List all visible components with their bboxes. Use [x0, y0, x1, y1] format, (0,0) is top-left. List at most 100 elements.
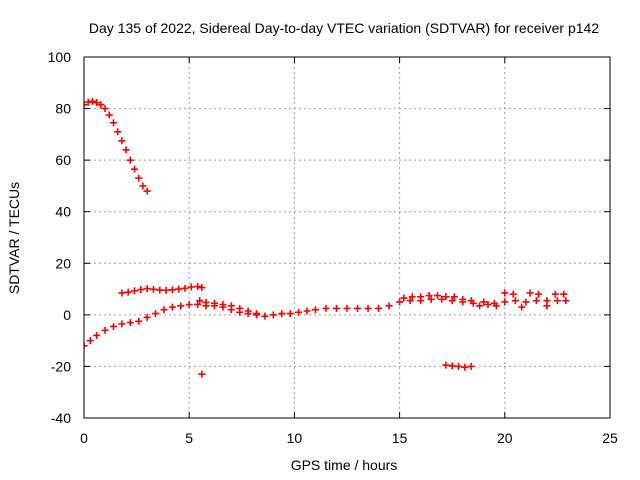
data-point-upper-decay — [114, 128, 122, 136]
data-point-main-spread — [551, 290, 559, 298]
data-point-main-spread — [425, 292, 433, 300]
y-tick-label: 20 — [55, 255, 71, 271]
data-point-upper-plateau — [130, 287, 138, 295]
chart-title: Day 135 of 2022, Sidereal Day-to-day VTE… — [89, 20, 599, 36]
data-point-main-spread — [236, 304, 244, 312]
data-point-upper-decay — [130, 165, 138, 173]
data-point-upper-decay — [101, 105, 109, 113]
x-tick-label: 0 — [80, 430, 88, 446]
grid — [84, 57, 610, 418]
data-point-main-spread — [400, 294, 408, 302]
data-point-upper-decay — [84, 101, 88, 109]
data-point-main-trend — [343, 304, 351, 312]
y-tick-label: 40 — [55, 204, 71, 220]
data-point-upper-plateau — [187, 283, 195, 291]
y-tick-labels: -40 -20 0 20 40 60 80 100 — [48, 49, 72, 426]
data-point-main-trend — [84, 342, 88, 350]
data-point-main-spread — [433, 292, 441, 300]
data-point-main-trend — [406, 297, 414, 305]
data-point-main-trend — [427, 295, 435, 303]
data-point-main-trend — [511, 297, 519, 305]
data-point-main-trend — [322, 304, 330, 312]
data-point-main-trend — [480, 298, 488, 306]
data-point-upper-plateau — [162, 286, 170, 294]
data-point-upper-plateau — [156, 286, 164, 294]
data-point-main-spread — [534, 290, 542, 298]
data-point-upper-decay — [109, 119, 117, 127]
data-point-upper-decay — [126, 156, 134, 164]
data-point-main-spread — [227, 302, 235, 310]
data-point-upper-decay — [88, 97, 96, 105]
x-tick-label: 15 — [392, 430, 408, 446]
data-point-main-spread — [442, 293, 450, 301]
data-point-main-trend — [375, 304, 383, 312]
data-point-main-trend — [160, 306, 168, 314]
data-point-main-spread — [408, 293, 416, 301]
data-point-main-trend — [448, 297, 456, 305]
data-point-outliers — [467, 362, 475, 370]
data-point-main-spread — [253, 310, 261, 318]
data-point-main-trend — [364, 304, 372, 312]
data-point-main-trend — [86, 337, 94, 345]
data-point-upper-decay — [97, 101, 105, 109]
data-point-main-spread — [219, 301, 227, 309]
y-tick-label: 0 — [63, 307, 71, 323]
y-tick-label: 60 — [55, 152, 71, 168]
x-tick-labels: 0 5 10 15 20 25 — [80, 430, 618, 446]
data-point-main-trend — [126, 319, 134, 327]
data-point-main-trend — [194, 301, 202, 309]
data-point-upper-decay — [139, 182, 147, 190]
x-axis-label: GPS time / hours — [291, 457, 398, 473]
data-point-main-trend — [295, 308, 303, 316]
data-point-main-trend — [93, 331, 101, 339]
y-tick-label: -20 — [51, 358, 71, 374]
x-tick-label: 25 — [602, 430, 618, 446]
data-point-main-trend — [553, 297, 561, 305]
data-point-upper-decay — [93, 99, 101, 107]
data-point-main-spread — [509, 290, 517, 298]
data-point-main-trend — [135, 317, 143, 325]
data-point-main-trend — [143, 313, 151, 321]
data-point-outliers — [461, 363, 469, 371]
data-point-main-trend — [532, 297, 540, 305]
data-point-upper-decay — [143, 187, 151, 195]
data-point-main-spread — [459, 295, 467, 303]
data-point-main-spread — [484, 301, 492, 309]
data-point-main-trend — [332, 304, 340, 312]
x-tick-label: 5 — [185, 430, 193, 446]
data-point-main-trend — [109, 322, 117, 330]
data-point-upper-plateau — [168, 286, 176, 294]
data-point-upper-plateau — [137, 286, 145, 294]
data-point-main-spread — [210, 299, 218, 307]
data-point-upper-plateau — [181, 284, 189, 292]
data-point-main-spread — [450, 293, 458, 301]
data-points — [84, 97, 570, 378]
data-point-main-trend — [438, 295, 446, 303]
data-point-main-trend — [261, 312, 269, 320]
data-point-upper-plateau — [194, 282, 202, 290]
data-point-main-trend — [118, 320, 126, 328]
data-point-upper-decay — [122, 146, 130, 154]
data-point-main-spread — [476, 302, 484, 310]
data-point-main-trend — [177, 302, 185, 310]
data-point-outliers — [442, 361, 450, 369]
data-point-upper-decay — [135, 174, 143, 182]
x-tick-label: 10 — [287, 430, 303, 446]
data-point-main-trend — [303, 307, 311, 315]
data-point-main-spread — [202, 298, 210, 306]
data-point-upper-plateau — [143, 285, 151, 293]
data-point-main-spread — [244, 307, 252, 315]
data-point-main-trend — [269, 311, 277, 319]
data-point-main-trend — [152, 310, 160, 318]
data-point-main-trend — [278, 310, 286, 318]
data-point-outliers — [448, 362, 456, 370]
data-point-main-trend — [286, 310, 294, 318]
data-point-main-trend — [562, 297, 570, 305]
data-point-main-spread — [526, 289, 534, 297]
data-point-upper-plateau — [118, 289, 126, 297]
data-point-main-trend — [385, 302, 393, 310]
data-point-main-spread — [417, 293, 425, 301]
data-point-main-spread — [196, 297, 204, 305]
data-point-main-spread — [492, 302, 500, 310]
